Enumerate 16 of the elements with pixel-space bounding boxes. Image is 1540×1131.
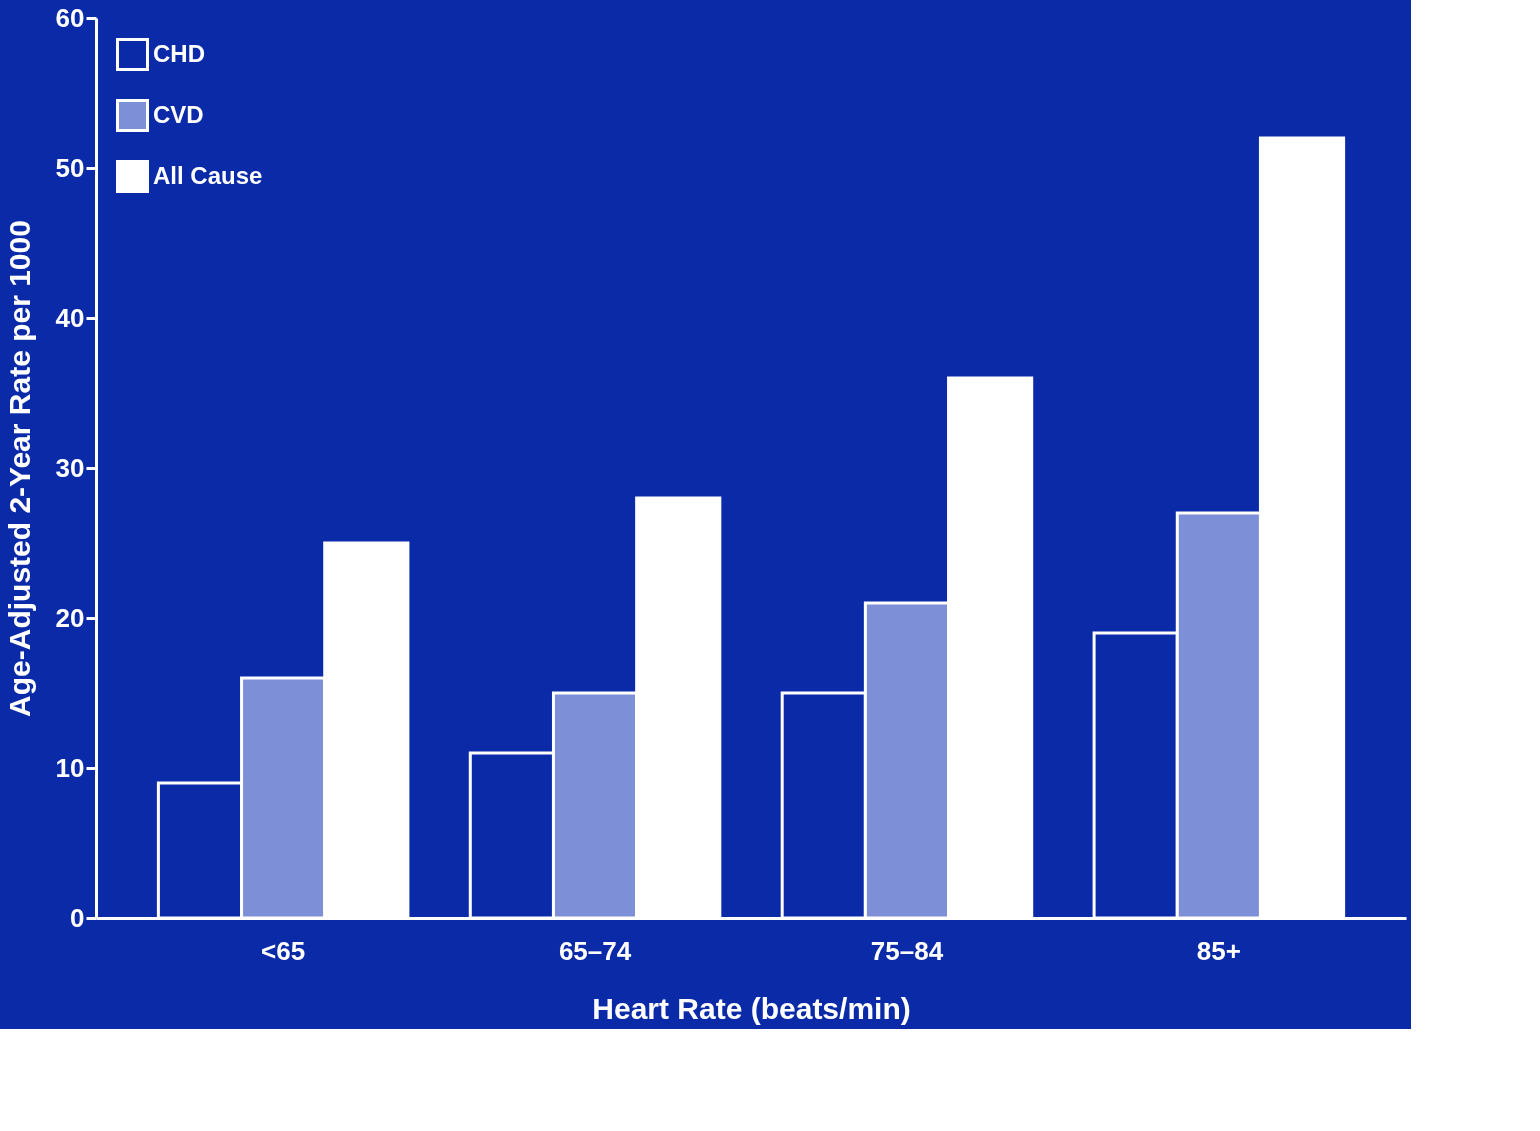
y-tick-label: 50: [55, 152, 85, 183]
x-tick-label: 85+: [1196, 935, 1241, 966]
x-axis-title: Heart Rate (beats/min): [592, 991, 911, 1025]
y-tick-label: 20: [55, 602, 85, 633]
legend-label: All Cause: [153, 161, 263, 189]
y-tick-label: 10: [55, 752, 85, 783]
legend-label: CHD: [153, 39, 205, 67]
x-tick-label: 65–74: [558, 935, 632, 966]
x-tick-label: <65: [261, 935, 306, 966]
y-axis-title: Age-Adjusted 2-Year Rate per 1000: [2, 220, 36, 717]
y-tick-label: 60: [55, 2, 85, 33]
x-tick-label: 75–84: [870, 935, 944, 966]
y-tick-label: 0: [70, 902, 85, 933]
y-tick-label: 40: [55, 302, 85, 333]
y-tick-label: 30: [55, 452, 85, 483]
legend-label: CVD: [153, 100, 204, 128]
